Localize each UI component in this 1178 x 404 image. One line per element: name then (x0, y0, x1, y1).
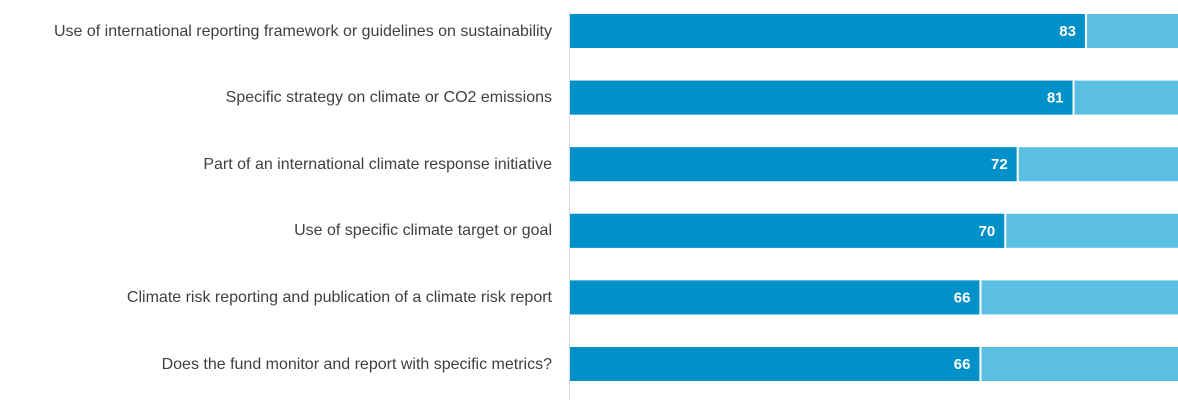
value-label: 81 (1047, 90, 1064, 107)
bar (570, 147, 1017, 182)
category-label-box: Does the fund monitor and report with sp… (162, 334, 552, 394)
category-label: Specific strategy on climate or CO2 emis… (225, 89, 552, 107)
category-label: Part of an international climate respons… (203, 155, 552, 173)
category-label: Does the fund monitor and report with sp… (161, 355, 552, 373)
value-label: 66 (954, 289, 971, 306)
bar (570, 280, 980, 315)
value-label: 66 (954, 356, 971, 373)
value-label: 83 (1059, 23, 1076, 40)
category-label-box: Part of an international climate respons… (203, 134, 552, 194)
value-label: 72 (991, 156, 1008, 173)
category-label-box: Climate risk reporting and publication o… (127, 267, 552, 327)
bar (570, 14, 1085, 48)
bar (570, 213, 1005, 248)
category-label-box: Specific strategy on climate or CO2 emis… (226, 68, 552, 128)
category-label: Use of international reporting framework… (53, 22, 552, 40)
category-label: Use of specific climate target or goal (294, 222, 552, 240)
value-label: 70 (979, 223, 996, 240)
bar (570, 80, 1073, 115)
category-label: Climate risk reporting and publication o… (126, 288, 552, 306)
category-label-box: Use of international reporting framework… (54, 1, 552, 61)
bar (570, 347, 980, 381)
category-label-box: Use of specific climate target or goal (294, 201, 552, 261)
